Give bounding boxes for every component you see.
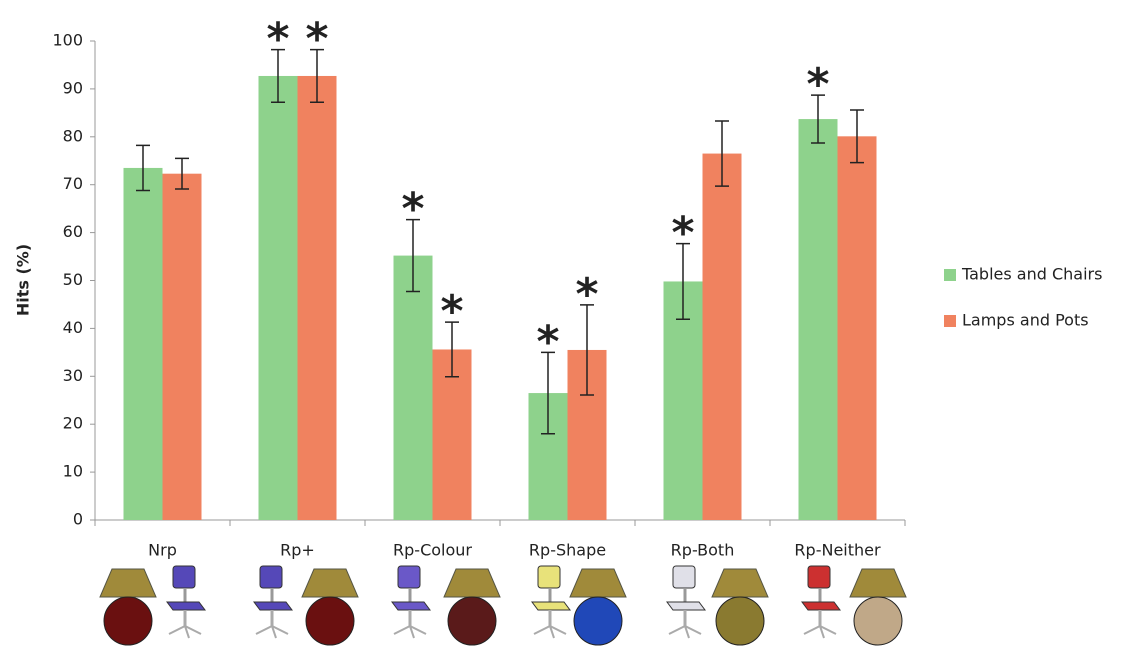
x-tick-label: Rp-Neither	[794, 541, 881, 560]
significance-marker: *	[575, 269, 598, 320]
y-tick-label: 20	[63, 414, 83, 433]
y-tick-label: 60	[63, 222, 83, 241]
y-tick-label: 40	[63, 318, 83, 337]
significance-marker: *	[440, 286, 463, 337]
significance-marker: *	[536, 316, 559, 367]
x-tick-label: Rp-Shape	[529, 541, 606, 560]
x-tick-label: Nrp	[148, 541, 177, 560]
y-tick-label: 50	[63, 270, 83, 289]
significance-marker: *	[401, 184, 424, 235]
y-axis-label: Hits (%)	[14, 244, 33, 316]
y-tick-label: 0	[73, 510, 83, 529]
bar	[703, 154, 742, 520]
y-tick-label: 70	[63, 174, 83, 193]
legend-label: Tables and Chairs	[961, 265, 1102, 284]
legend-label: Lamps and Pots	[962, 311, 1089, 330]
chart: Hits (%) 0 10 20 30 40 50 60 70 80 90 100 Nrp Rp+ * * R…	[0, 0, 1146, 649]
bar	[799, 119, 838, 520]
y-tick-label: 10	[63, 462, 83, 481]
illustrations	[100, 566, 906, 645]
significance-marker: *	[305, 14, 328, 65]
x-tick-label: Rp-Both	[671, 541, 735, 560]
bar	[259, 76, 298, 520]
page: Hits (%) 0 10 20 30 40 50 60 70 80 90 100 Nrp Rp+ * * R…	[0, 0, 1146, 649]
bar	[163, 174, 202, 520]
significance-marker: *	[671, 208, 694, 259]
y-tick-label: 100	[52, 31, 83, 50]
bar	[298, 76, 337, 520]
bar	[838, 136, 877, 520]
significance-marker: *	[266, 14, 289, 65]
x-tick-label: Rp-Colour	[393, 541, 472, 560]
y-tick-label: 80	[63, 126, 83, 145]
significance-marker: *	[806, 59, 829, 110]
y-tick-label: 30	[63, 366, 83, 385]
bar	[124, 168, 163, 520]
legend-swatch	[944, 269, 956, 281]
y-tick-label: 90	[63, 78, 83, 97]
x-tick-label: Rp+	[280, 541, 315, 560]
legend-swatch	[944, 315, 956, 327]
bar	[394, 256, 433, 520]
